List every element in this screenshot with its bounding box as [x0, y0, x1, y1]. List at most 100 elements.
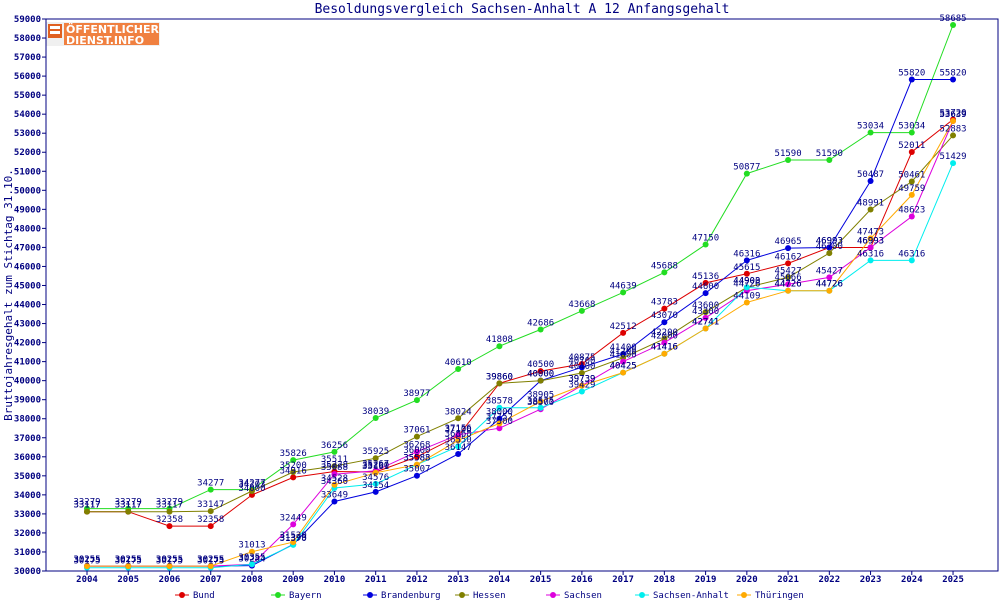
- data-point: [290, 474, 297, 481]
- data-label: 43070: [651, 311, 678, 321]
- data-point: [743, 257, 750, 264]
- data-label: 33279: [73, 498, 100, 508]
- data-point: [661, 350, 668, 357]
- data-label: 35925: [362, 447, 389, 457]
- x-tick-label: 2009: [282, 575, 304, 585]
- series-lines: [87, 24, 954, 569]
- data-label: 34528: [321, 474, 348, 484]
- data-label: 46993: [816, 237, 843, 247]
- series-points: [84, 21, 957, 571]
- logo-line1: ÖFFENTLICHER: [66, 22, 159, 36]
- data-label: 43668: [568, 300, 595, 310]
- data-point: [537, 377, 544, 384]
- data-point: [867, 244, 874, 251]
- data-label: 37061: [403, 426, 430, 436]
- data-label: 33117: [115, 501, 142, 511]
- series-line: [87, 120, 954, 567]
- data-label: 44639: [610, 281, 637, 291]
- data-point: [248, 561, 255, 568]
- data-label: 44109: [733, 291, 760, 301]
- data-point: [290, 469, 297, 476]
- data-point: [455, 443, 462, 450]
- data-label: 30255: [73, 555, 100, 565]
- data-point: [496, 415, 503, 422]
- data-point: [413, 397, 420, 404]
- data-label: 32449: [280, 513, 307, 523]
- data-label: 37500: [486, 417, 513, 427]
- data-point: [743, 284, 750, 291]
- x-tick-label: 2008: [241, 575, 263, 585]
- data-label: 46993: [816, 237, 843, 247]
- data-label: 44726: [816, 280, 843, 290]
- data-label: 33117: [115, 501, 142, 511]
- data-label: 45427: [775, 266, 802, 276]
- data-label: 45066: [775, 273, 802, 283]
- y-tick-label: 41000: [14, 358, 41, 368]
- data-label: 42200: [651, 328, 678, 338]
- data-point: [207, 486, 214, 493]
- data-label: 53639: [939, 110, 966, 120]
- data-label: 38578: [486, 397, 513, 407]
- y-tick-label: 45000: [14, 281, 41, 291]
- data-label: 38024: [445, 407, 472, 417]
- x-tick-label: 2013: [447, 575, 469, 585]
- data-label: 52011: [898, 141, 925, 151]
- data-label: 46316: [733, 249, 760, 259]
- data-point: [455, 415, 462, 422]
- data-label: 39739: [568, 375, 595, 385]
- data-label: 53034: [898, 122, 925, 132]
- series-line: [87, 120, 954, 567]
- y-tick-label: 51000: [14, 167, 41, 177]
- data-label: 39860: [486, 372, 513, 382]
- x-tick-label: 2021: [777, 575, 799, 585]
- x-tick-label: 2020: [736, 575, 758, 585]
- x-tick-label: 2007: [200, 575, 222, 585]
- legend: Bund Bayern Brandenburg Hessen Sachsen Sachse…: [175, 591, 804, 600]
- data-point: [372, 480, 379, 487]
- data-label: 45615: [733, 263, 760, 273]
- legend-swatch-dot: [275, 592, 281, 598]
- data-label: 41416: [651, 343, 678, 353]
- data-label: 30255: [73, 555, 100, 565]
- data-label: 42741: [692, 317, 719, 327]
- data-point: [413, 472, 420, 479]
- data-point: [950, 160, 957, 167]
- data-point: [537, 398, 544, 405]
- y-tick-label: 46000: [14, 262, 41, 272]
- data-point: [867, 178, 874, 185]
- data-point: [785, 157, 792, 164]
- x-tick-label: 2014: [489, 575, 511, 585]
- data-point: [702, 314, 709, 321]
- x-tick-label: 2010: [324, 575, 346, 585]
- data-label: 50877: [733, 163, 760, 173]
- y-tick-label: 50000: [14, 186, 41, 196]
- data-label: 51590: [775, 149, 802, 159]
- data-point: [908, 76, 915, 83]
- data-label: 44726: [775, 280, 802, 290]
- data-label: 35007: [403, 465, 430, 475]
- x-tick-label: 2005: [117, 575, 139, 585]
- y-axis-label: Bruttojahresgehalt zum Stichtag 31.10.: [2, 169, 15, 421]
- data-point: [455, 437, 462, 444]
- data-label: 46316: [857, 249, 884, 259]
- data-label: 43783: [651, 298, 678, 308]
- data-label: 50487: [857, 170, 884, 180]
- legend-swatch-dot: [459, 592, 465, 598]
- x-tick-label: 2012: [406, 575, 428, 585]
- data-label: 31520: [280, 531, 307, 541]
- data-point: [537, 404, 544, 411]
- data-label: 30255: [156, 555, 183, 565]
- data-label: 44600: [692, 282, 719, 292]
- data-point: [620, 289, 627, 296]
- data-label: 35267: [362, 460, 389, 470]
- y-tick-label: 42000: [14, 339, 41, 349]
- data-label: 45427: [816, 266, 843, 276]
- data-point: [661, 319, 668, 326]
- data-label: 30255: [115, 555, 142, 565]
- x-tick-label: 2024: [901, 575, 923, 585]
- y-tick-label: 57000: [14, 53, 41, 63]
- data-label: 52883: [939, 124, 966, 134]
- data-point: [743, 299, 750, 306]
- y-tick-label: 58000: [14, 34, 41, 44]
